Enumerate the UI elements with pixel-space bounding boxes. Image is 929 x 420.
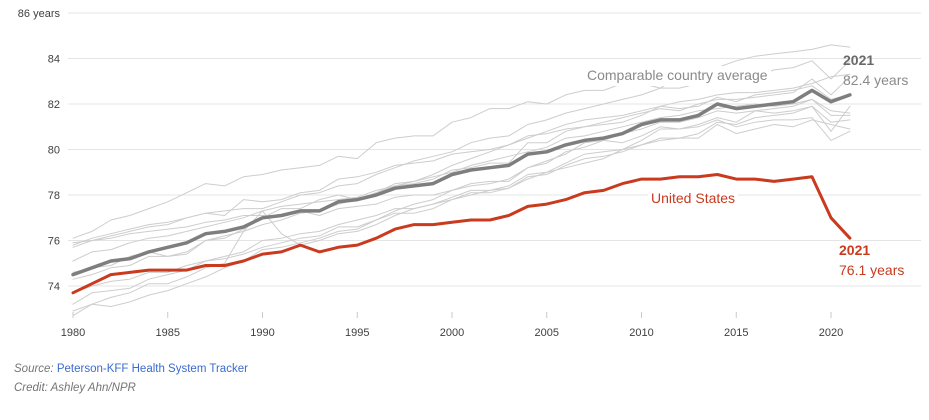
series-line-comparable-country-07 — [72, 98, 851, 244]
series-line-comparable-country-average — [71, 88, 852, 277]
source-label: Source: — [14, 363, 54, 375]
y-tick-label: 84 — [48, 54, 60, 66]
series-line-comparable-country-02 — [72, 60, 851, 248]
x-tick-label: 2010 — [629, 327, 653, 339]
series-line-comparable-country-10 — [72, 105, 851, 317]
us-endpoint-annotation: 2021 76.1 years — [839, 241, 904, 281]
x-tick-label: 2020 — [819, 327, 843, 339]
x-tick-label: 1990 — [250, 327, 274, 339]
source-link[interactable]: Peterson-KFF Health System Tracker — [56, 363, 248, 375]
x-axis: 1980 1985 1990 1995 2000 2005 2010 2015 2020 — [61, 312, 843, 339]
us-endpoint-value: 76.1 years — [839, 261, 905, 278]
y-tick-label: 80 — [48, 145, 60, 157]
y-tick-label: 74 — [48, 281, 60, 293]
source-line: Source: Peterson-KFF Health System Track… — [14, 363, 929, 375]
x-tick-label: 1995 — [345, 327, 369, 339]
us-endpoint-year: 2021 — [839, 242, 871, 258]
series-line-comparable-country-09 — [72, 117, 851, 294]
series-line-comparable-country-05 — [72, 85, 851, 280]
average-endpoint-year: 2021 — [843, 52, 875, 68]
x-tick-label: 1980 — [61, 327, 85, 339]
life-expectancy-chart: 74 76 78 80 82 84 86 years 1980 1985 1990 1995 200… — [18, 8, 921, 339]
x-tick-label: 2000 — [440, 327, 464, 339]
average-series-label: Comparable country average — [584, 66, 771, 86]
x-tick-label: 2015 — [724, 327, 748, 339]
series-line-comparable-country-06 — [72, 98, 851, 262]
chart-area: 74 76 78 80 82 84 86 years 1980 1985 1990 1995 200… — [18, 8, 921, 339]
x-tick-label: 1985 — [156, 327, 180, 339]
y-tick-label: 78 — [48, 190, 60, 202]
series-lines — [71, 44, 852, 317]
series-line-comparable-country-11 — [72, 119, 851, 312]
average-endpoint-annotation: 2021 82.4 years — [843, 51, 908, 91]
average-endpoint-value: 82.4 years — [843, 71, 909, 88]
x-tick-label: 2005 — [535, 327, 559, 339]
gridlines — [68, 12, 921, 287]
series-line-comparable-country-08 — [72, 105, 851, 305]
chart-footer: Source: Peterson-KFF Health System Track… — [0, 363, 929, 394]
y-tick-label: 82 — [48, 99, 60, 111]
y-axis: 74 76 78 80 82 84 86 years — [18, 8, 61, 293]
us-series-label: United States — [648, 189, 739, 209]
y-tick-label: 76 — [48, 236, 60, 248]
series-line-comparable-country-03 — [72, 76, 851, 246]
series-line-united-states — [71, 173, 852, 295]
y-tick-label: 86 years — [18, 8, 61, 20]
credit-line: Credit: Ashley Ahn/NPR — [14, 382, 136, 394]
